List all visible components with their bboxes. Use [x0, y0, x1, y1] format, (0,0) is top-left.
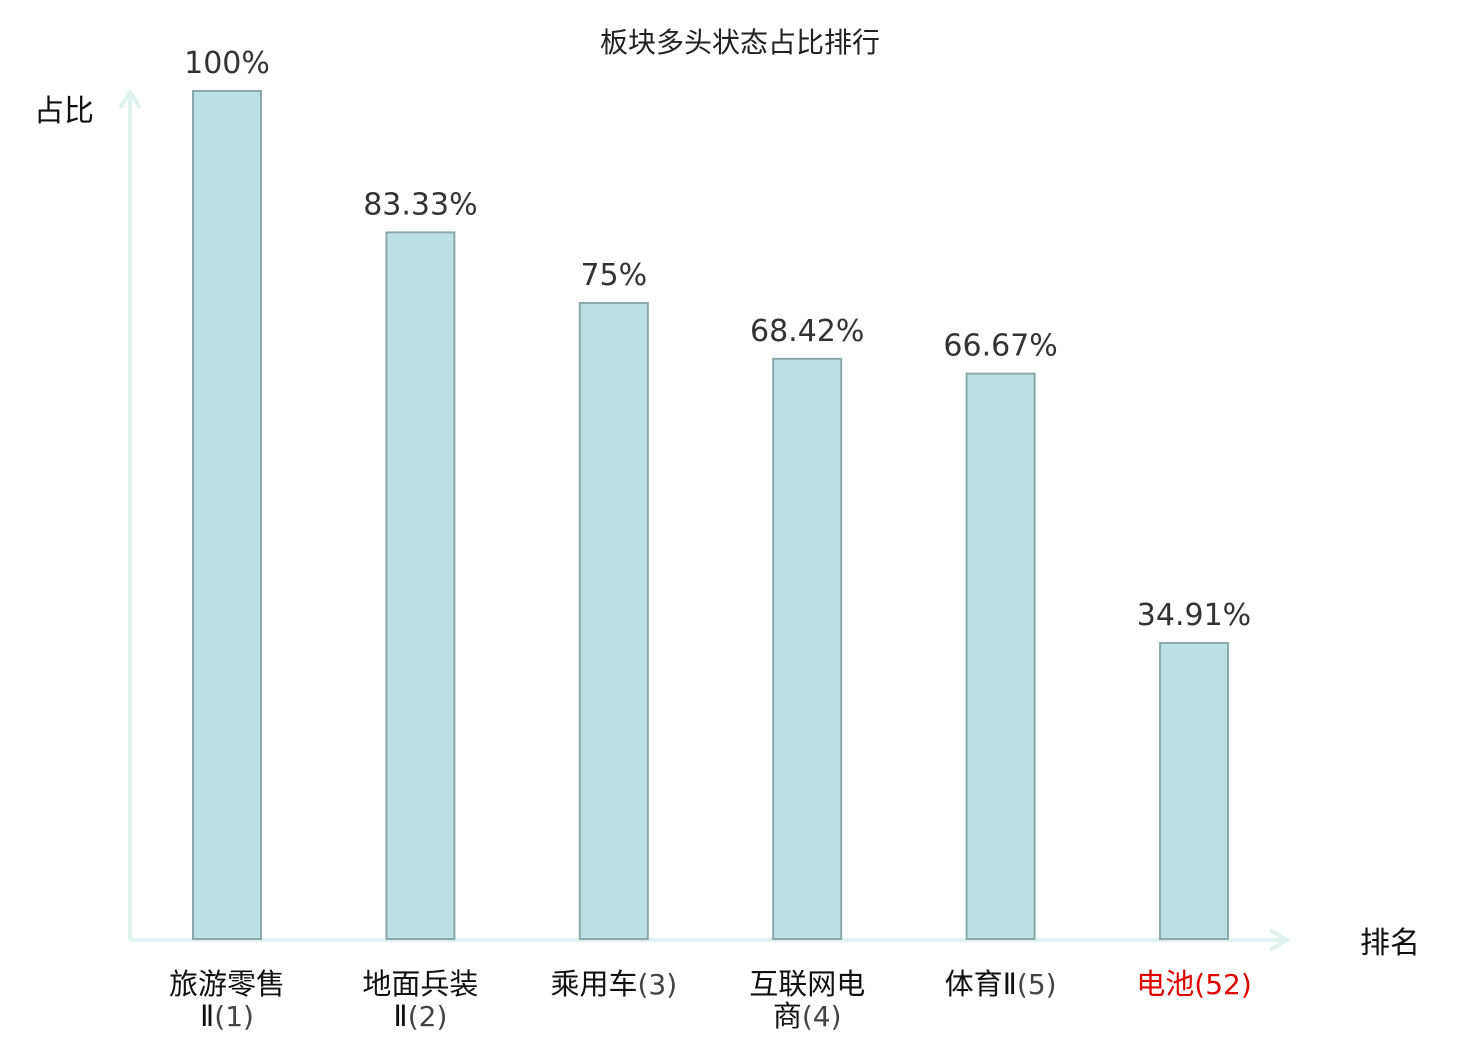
bar [1159, 642, 1229, 940]
category-label: 乘用车(3) [550, 967, 677, 1001]
category-rank: (1) [214, 1000, 254, 1033]
category-name: 电池 [1136, 967, 1194, 1001]
bar-value-label: 83.33% [363, 187, 477, 222]
category-label: 体育Ⅱ(5) [945, 967, 1057, 1001]
x-axis-label: 排名 [1360, 926, 1420, 961]
bar-value-label: 68.42% [750, 314, 864, 349]
x-axis-arrow-icon [1268, 928, 1291, 952]
category-rank: (2) [408, 1000, 448, 1033]
category-name: Ⅱ [200, 999, 214, 1033]
category-label: 地面兵装 Ⅱ(2) [362, 967, 478, 1033]
category-label: 旅游零售 Ⅱ(1) [169, 967, 285, 1033]
category-label: 互联网电商(4) [749, 967, 865, 1033]
bar [578, 302, 649, 940]
category-rank: (5) [1017, 968, 1057, 1001]
bar-value-label: 100% [184, 46, 270, 81]
category-name: 乘用车 [550, 967, 637, 1001]
value-labels-group: 100% 83.33% 75% 68.42% 66.67% 34.91% [184, 46, 1251, 633]
category-label: 电池(52) [1136, 967, 1252, 1001]
y-axis [118, 88, 142, 940]
bar [965, 372, 1036, 941]
bar-value-label: 34.91% [1137, 598, 1251, 633]
y-axis-arrow-icon [118, 88, 142, 110]
category-name: Ⅱ [393, 999, 407, 1033]
category-rank: (52) [1194, 968, 1251, 1001]
category-name: 互联网电 [749, 967, 865, 1001]
chart-title: 板块多头状态占比排行 [600, 26, 880, 59]
category-labels-group: 旅游零售 Ⅱ(1)地面兵装 Ⅱ(2)乘用车(3) 互联网电商(4)体育Ⅱ(5) 电池(5… [169, 967, 1252, 1033]
bars-group [192, 90, 1229, 941]
category-rank: (3) [637, 968, 677, 1001]
bar [772, 357, 843, 940]
category-name: 商 [773, 999, 802, 1033]
category-name: 旅游零售 [169, 967, 285, 1001]
x-axis [130, 928, 1291, 952]
bar-value-label: 75% [580, 258, 647, 293]
bar [385, 231, 456, 940]
bar-value-label: 66.67% [943, 329, 1057, 364]
bar [192, 90, 262, 940]
category-rank: (4) [802, 1000, 842, 1033]
category-name: 地面兵装 [362, 967, 478, 1001]
y-axis-label: 占比 [34, 94, 94, 129]
category-name: 体育Ⅱ [945, 967, 1017, 1001]
